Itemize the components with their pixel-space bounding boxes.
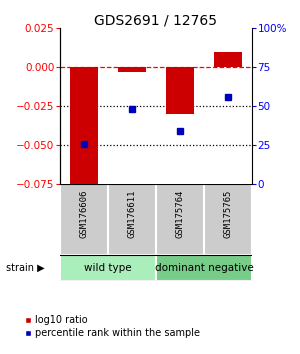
Text: strain ▶: strain ▶ <box>6 263 45 273</box>
Bar <box>118 67 146 72</box>
Bar <box>108 184 156 255</box>
Text: GSM175765: GSM175765 <box>224 190 232 238</box>
Bar <box>214 52 242 67</box>
Text: GSM176606: GSM176606 <box>80 190 88 238</box>
Text: GSM175764: GSM175764 <box>176 190 184 238</box>
Text: dominant negative: dominant negative <box>154 263 254 273</box>
Bar <box>156 255 252 281</box>
Bar <box>60 255 156 281</box>
Bar <box>60 184 108 255</box>
Bar <box>166 67 194 114</box>
Text: wild type: wild type <box>84 263 132 273</box>
Legend: log10 ratio, percentile rank within the sample: log10 ratio, percentile rank within the … <box>20 312 204 342</box>
Bar <box>70 67 98 185</box>
Bar <box>204 184 252 255</box>
Bar <box>156 184 204 255</box>
Title: GDS2691 / 12765: GDS2691 / 12765 <box>94 13 218 27</box>
Text: GSM176611: GSM176611 <box>128 190 136 238</box>
